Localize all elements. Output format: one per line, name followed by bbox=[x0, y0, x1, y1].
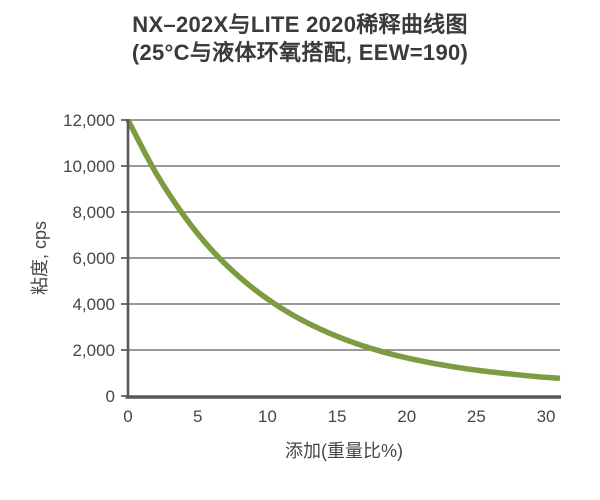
chart-title-line2: (25°C与液体环氧搭配, EEW=190) bbox=[131, 40, 469, 65]
x-tick-label-0: 0 bbox=[123, 407, 132, 426]
x-tick-label-20: 20 bbox=[397, 407, 416, 426]
x-tick-label-30: 30 bbox=[537, 407, 556, 426]
viscosity-curve bbox=[125, 118, 561, 382]
chart-title-line1: NX–202X与LITE 2020稀释曲线图 bbox=[132, 12, 468, 37]
y-tick-label-6000: 6,000 bbox=[72, 249, 115, 268]
y-tick-label-2000: 2,000 bbox=[72, 341, 115, 360]
x-tick-label-10: 10 bbox=[258, 407, 277, 426]
x-tick-label-15: 15 bbox=[328, 407, 347, 426]
y-tick-label-8000: 8,000 bbox=[72, 203, 115, 222]
x-axis-title: 添加(重量比%) bbox=[285, 441, 403, 461]
chart-title-block: NX–202X与LITE 2020稀释曲线图 (25°C与液体环氧搭配, EEW… bbox=[0, 11, 600, 67]
y-tick-label-10000: 10,000 bbox=[63, 157, 115, 176]
y-tick-label-12000: 12,000 bbox=[63, 111, 115, 130]
y-tick-label-4000: 4,000 bbox=[72, 295, 115, 314]
y-tick-label-0: 0 bbox=[106, 387, 115, 406]
y-axis-title: 粘度, cps bbox=[30, 221, 50, 295]
x-tick-label-25: 25 bbox=[467, 407, 486, 426]
x-tick-label-5: 5 bbox=[193, 407, 202, 426]
